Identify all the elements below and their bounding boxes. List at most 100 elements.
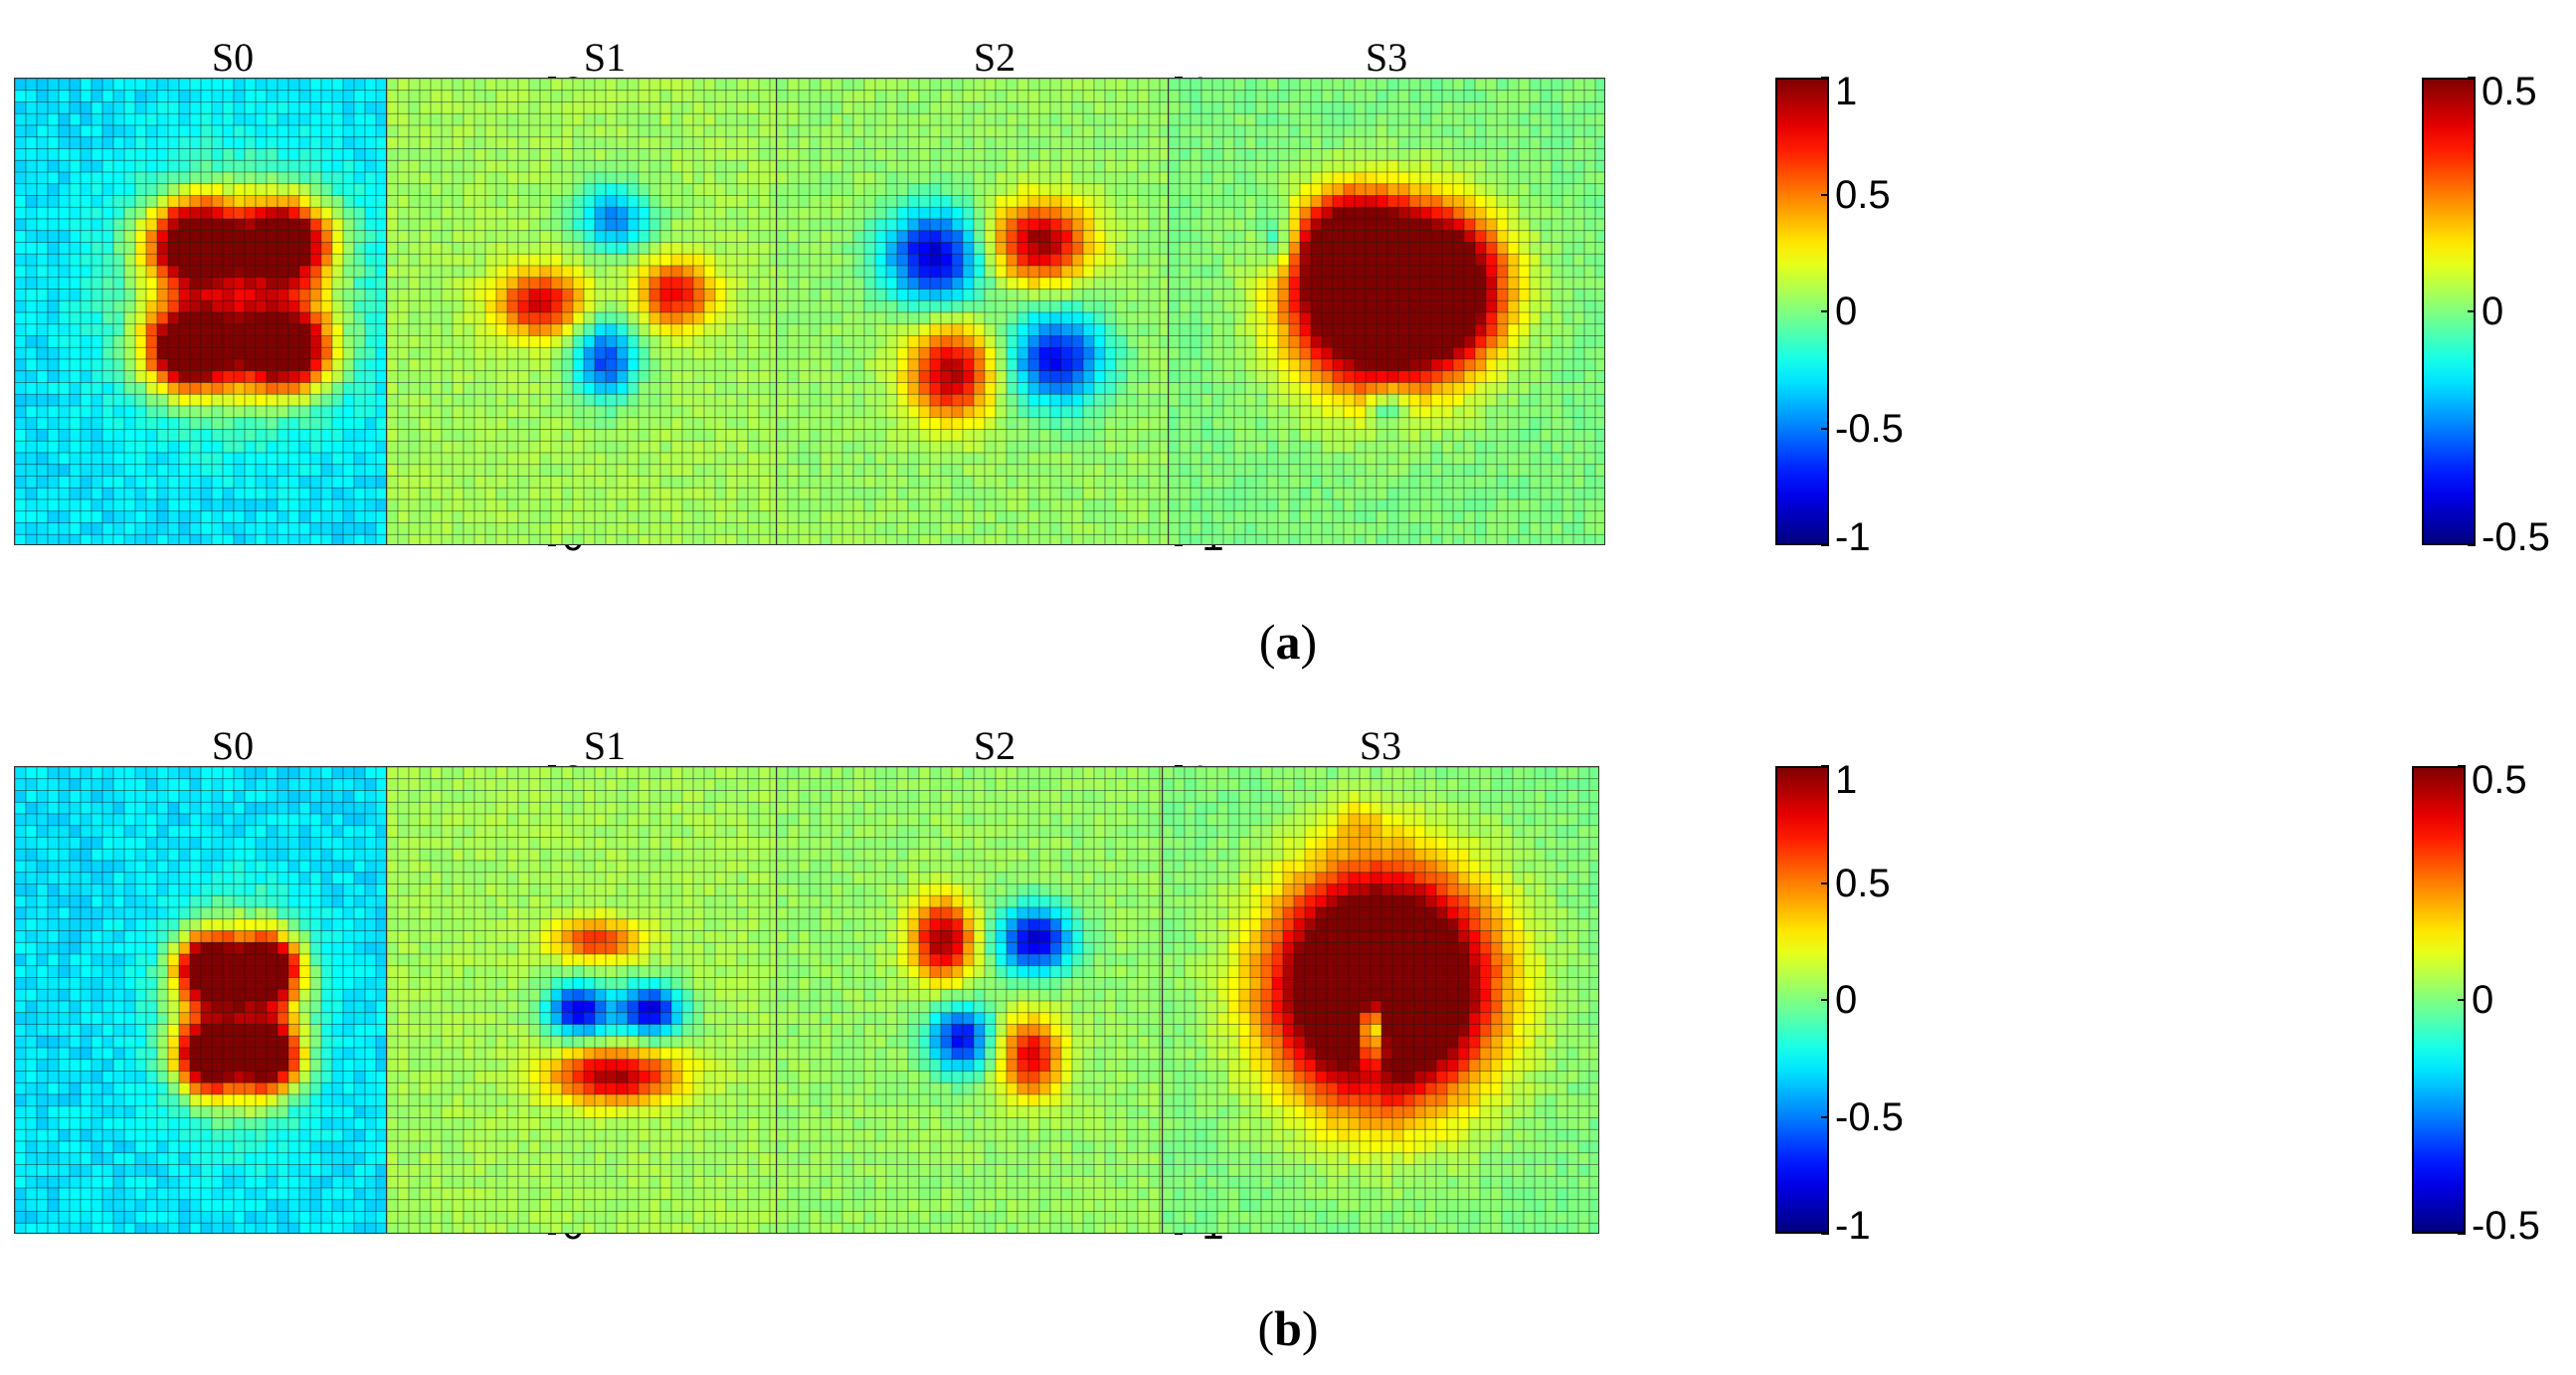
heatmap-cell: [200, 417, 213, 431]
heatmap-cell: [484, 253, 497, 267]
heatmap-cell: [830, 277, 843, 291]
heatmap-cell: [156, 171, 169, 185]
heatmap-cell: [659, 195, 672, 208]
heatmap-cell: [995, 476, 1008, 489]
heatmap-cell: [918, 136, 931, 150]
heatmap-cell: [342, 393, 355, 407]
heatmap-cell: [1148, 195, 1161, 208]
heatmap-cell: [387, 440, 399, 454]
heatmap-cell: [387, 242, 399, 255]
heatmap-cell: [627, 487, 640, 500]
heatmap-cell: [1016, 522, 1029, 535]
heatmap-cell: [973, 159, 986, 173]
heatmap-cell: [561, 452, 574, 466]
heatmap-cell: [1060, 417, 1073, 431]
heatmap-cell: [670, 183, 683, 197]
heatmap-cell: [255, 487, 268, 500]
heatmap-cell: [714, 206, 727, 220]
heatmap-cell: [747, 253, 760, 267]
heatmap-cell: [1082, 101, 1095, 114]
heatmap-cell: [605, 464, 618, 478]
heatmap-cell: [266, 370, 278, 384]
heatmap-cell: [484, 323, 497, 337]
heatmap-cell: [1104, 242, 1117, 255]
heatmap-cell: [863, 429, 876, 442]
heatmap-cell: [583, 358, 596, 372]
heatmap-cell: [25, 464, 38, 478]
heatmap-cell: [725, 79, 738, 92]
heatmap-cell: [58, 171, 71, 185]
heatmap-cell: [659, 498, 672, 512]
heatmap-cell: [550, 335, 563, 348]
heatmap-cell: [714, 464, 727, 478]
heatmap-cell: [80, 452, 92, 466]
plot-title-s2-a: S2: [973, 35, 1016, 80]
heatmap-cell: [681, 346, 694, 360]
heatmap-cell: [430, 148, 443, 161]
heatmap-cell: [758, 112, 771, 126]
heatmap-cell: [506, 510, 519, 524]
heatmap-cell: [594, 159, 607, 173]
heatmap-cell: [907, 112, 920, 126]
heatmap-cell: [852, 464, 865, 478]
heatmap-cell: [320, 253, 333, 267]
heatmap-cell: [692, 277, 705, 291]
heatmap-cell: [659, 405, 672, 419]
heatmap-cell: [80, 429, 92, 442]
heatmap-cell: [91, 112, 103, 126]
heatmap-cell: [1126, 90, 1139, 103]
heatmap-cell: [1071, 195, 1084, 208]
heatmap-cell: [1049, 124, 1062, 138]
heatmap-cell: [1148, 335, 1161, 348]
heatmap-cell: [962, 487, 975, 500]
heatmap-cell: [222, 90, 235, 103]
heatmap-cell: [681, 195, 694, 208]
heatmap-cell: [484, 335, 497, 348]
heatmap-cell: [1137, 382, 1150, 395]
heatmap-cell: [896, 90, 909, 103]
heatmap-cell: [452, 335, 464, 348]
heatmap-cell: [47, 487, 60, 500]
heatmap-cell: [820, 311, 832, 325]
heatmap-cell: [973, 230, 986, 244]
heatmap-cell: [462, 335, 475, 348]
heatmap-cell: [298, 90, 311, 103]
heatmap-cell: [1148, 183, 1161, 197]
heatmap-cell: [550, 242, 563, 255]
heatmap-cell: [1332, 112, 1345, 126]
heatmap-cell: [1060, 464, 1073, 478]
heatmap-cell: [1343, 90, 1356, 103]
heatmap-cell: [638, 323, 650, 337]
heatmap-cell: [896, 218, 909, 232]
heatmap-cell: [798, 253, 811, 267]
heatmap-cell: [1211, 101, 1224, 114]
heatmap-cell: [1082, 393, 1095, 407]
heatmap-cell: [233, 289, 246, 301]
heatmap-cell: [798, 206, 811, 220]
heatmap-cell: [101, 311, 114, 325]
heatmap-cell: [1115, 382, 1128, 395]
heatmap-cell: [112, 370, 125, 384]
heatmap-cell: [798, 136, 811, 150]
heatmap-cell: [940, 183, 953, 197]
heatmap-cell: [287, 533, 300, 544]
heatmap-cell: [266, 522, 278, 535]
heatmap-cell: [1016, 429, 1029, 442]
heatmap-cell: [907, 136, 920, 150]
heatmap-cell: [1038, 79, 1051, 92]
heatmap-cell: [594, 358, 607, 372]
heatmap-cell: [189, 476, 202, 489]
heatmap-cell: [572, 101, 585, 114]
heatmap-cell: [506, 464, 519, 478]
heatmap-cell: [1104, 90, 1117, 103]
heatmap-cell: [758, 101, 771, 114]
heatmap-cell: [1321, 101, 1334, 114]
heatmap-cell: [863, 358, 876, 372]
heatmap-cell: [342, 136, 355, 150]
heatmap-cell: [528, 195, 541, 208]
heatmap-cell: [605, 382, 618, 395]
heatmap-cell: [550, 171, 563, 185]
heatmap-cell: [276, 299, 289, 313]
heatmap-cell: [353, 265, 366, 279]
heatmap-cell: [725, 311, 738, 325]
